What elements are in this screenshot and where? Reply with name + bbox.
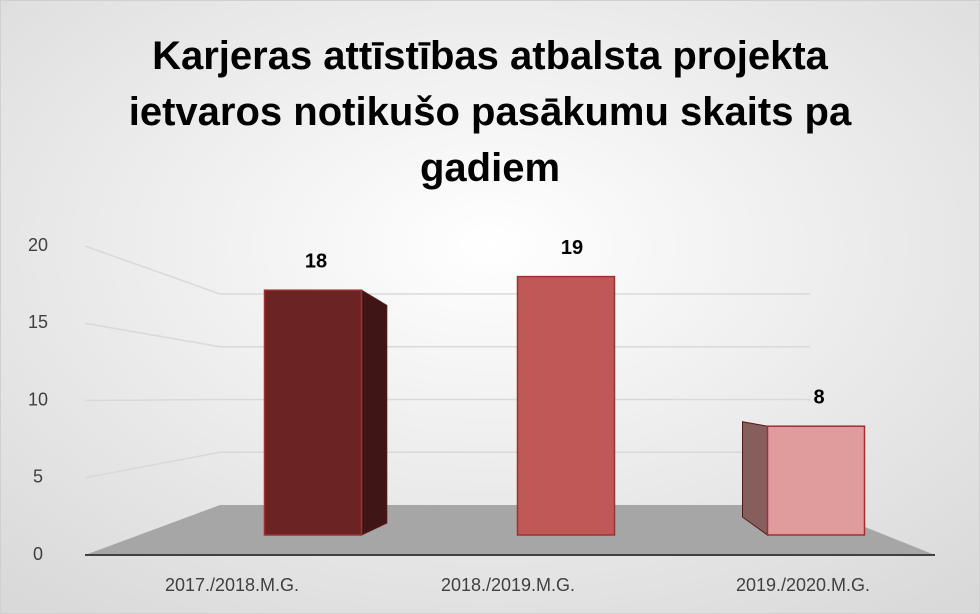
bar-side: [742, 421, 768, 536]
value-label: 18: [305, 250, 327, 272]
chart-title: Karjeras attīstības atbalsta projekta ie…: [128, 34, 852, 190]
bar: [263, 289, 363, 536]
bar: [516, 275, 616, 536]
bar: [766, 425, 866, 536]
x-tick-label: 2017./2018.M.G.: [165, 575, 299, 595]
bar-side: [361, 289, 388, 536]
value-label: 19: [561, 237, 583, 259]
y-tick-label: 5: [33, 467, 43, 487]
x-tick-label: 2018./2019.M.G.: [441, 575, 575, 595]
y-tick-label: 20: [28, 235, 48, 255]
value-label: 8: [813, 386, 824, 408]
y-tick-label: 0: [33, 544, 43, 564]
x-tick-label: 2019./2020.M.G.: [736, 575, 870, 595]
y-tick-label: 10: [28, 389, 48, 409]
y-tick-label: 15: [28, 312, 48, 332]
